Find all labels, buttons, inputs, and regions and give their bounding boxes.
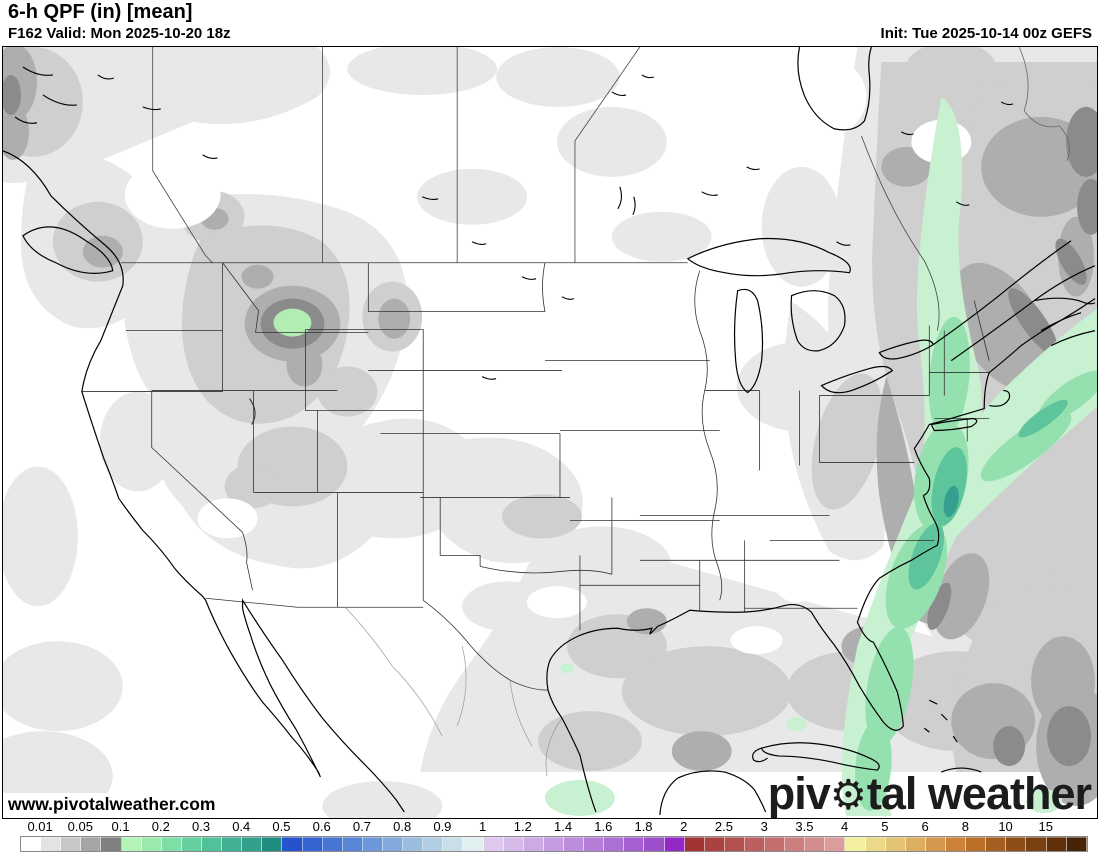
- colorbar-label: 1.6: [594, 819, 613, 834]
- init-time-label: Init: Tue 2025-10-14 00z GEFS: [880, 25, 1092, 42]
- colorbar-segment: [1026, 837, 1047, 851]
- colorbar-label: 0.1: [111, 819, 130, 834]
- colorbar-segment: [905, 837, 926, 851]
- colorbar-segment: [61, 837, 82, 851]
- colorbar-label: 0.6: [312, 819, 331, 834]
- colorbar-segment: [463, 837, 484, 851]
- colorbar-label: 8: [961, 819, 969, 834]
- colorbar-label: 0.05: [67, 819, 93, 834]
- colorbar-segment: [101, 837, 122, 851]
- colorbar-segment: [885, 837, 906, 851]
- colorbar-label: 0.01: [27, 819, 53, 834]
- logo-text-piv: piv: [767, 767, 831, 819]
- province-borders: [152, 47, 1070, 331]
- colorbar-segment: [302, 837, 323, 851]
- colorbar-segment: [845, 837, 866, 851]
- colorbar-label: 3.5: [795, 819, 814, 834]
- colorbar-label: 1.8: [634, 819, 653, 834]
- colorbar-label: 6: [921, 819, 929, 834]
- colorbar-label: 3: [760, 819, 768, 834]
- colorbar-segment: [141, 837, 162, 851]
- mexico-state-borders: [345, 607, 563, 777]
- colorbar-segment: [403, 837, 424, 851]
- precip-shading-heaviest: [3, 74, 1097, 767]
- map-svg: [3, 47, 1097, 818]
- colorbar-segment: [744, 837, 766, 851]
- colorbar-label: 0.7: [352, 819, 371, 834]
- colorbar-segment: [242, 837, 263, 851]
- colorbar-label: 10: [998, 819, 1013, 834]
- colorbar-segment: [664, 837, 685, 851]
- colorbar-segment: [805, 837, 826, 851]
- colorbar-segment: [604, 837, 625, 851]
- colorbar-segment: [925, 837, 947, 851]
- colorbar-labels: 0.01 0.05 0.1 0.2 0.3 0.4 0.5 0.6 0.7 0.8 0.9 1 1.2 1…: [0, 819, 1100, 835]
- colorbar-segment: [865, 837, 886, 851]
- colorbar-segment: [563, 837, 585, 851]
- colorbar-segment: [624, 837, 645, 851]
- valid-time-label: F162 Valid: Mon 2025-10-20 18z: [8, 25, 231, 42]
- coastlines: [3, 47, 1096, 816]
- colorbar-label: 0.9: [433, 819, 452, 834]
- colorbar-segment: [262, 837, 283, 851]
- colorbar-label: 2: [680, 819, 688, 834]
- colorbar-segment: [382, 837, 404, 851]
- colorbar-segment: [483, 837, 504, 851]
- colorbar-segment: [121, 837, 142, 851]
- colorbar-label: 0.8: [393, 819, 412, 834]
- colorbar-segment: [946, 837, 967, 851]
- colorbar-segment: [704, 837, 725, 851]
- precip-green-area: [273, 96, 1097, 817]
- colorbar-segment: [322, 837, 343, 851]
- colorbar-segment: [1066, 837, 1087, 851]
- colorbar-label: 0.4: [232, 819, 251, 834]
- colorbar-segment: [543, 837, 564, 851]
- colorbar-label: 0.2: [151, 819, 170, 834]
- colorbar-segment: [684, 837, 705, 851]
- colorbar-segment: [785, 837, 806, 851]
- logo-text-tal-weather: tal weather: [866, 767, 1092, 819]
- colorbar-segment: [443, 837, 464, 851]
- colorbar-segment: [181, 837, 202, 851]
- colorbar-label: 5: [881, 819, 889, 834]
- colorbar-segment: [21, 837, 42, 851]
- colorbar-segment: [503, 837, 524, 851]
- colorbar-label: 4: [841, 819, 849, 834]
- watermark-url: www.pivotalweather.com: [3, 793, 228, 818]
- colorbar-segment: [644, 837, 665, 851]
- state-borders: [81, 262, 990, 691]
- colorbar-segment: [584, 837, 605, 851]
- small-lakes: [97, 74, 1014, 380]
- colorbar-segment: [825, 837, 846, 851]
- colorbar-segment: [523, 837, 544, 851]
- weather-map: www.pivotalweather.com piv⚙tal weather: [2, 46, 1098, 819]
- colorbar-segment: [966, 837, 987, 851]
- colorbar-label: 2.5: [714, 819, 733, 834]
- colorbar-segment: [222, 837, 243, 851]
- pivotal-weather-logo: piv⚙tal weather: [767, 767, 1092, 819]
- header: 6-h QPF (in) [mean] F162 Valid: Mon 2025…: [0, 0, 1100, 46]
- colorbar-segment: [1006, 837, 1027, 851]
- colorbar-label: 1.4: [554, 819, 573, 834]
- page-title: 6-h QPF (in) [mean]: [8, 1, 193, 23]
- colorbar-segment: [81, 837, 102, 851]
- colorbar-label: 1.2: [513, 819, 532, 834]
- colorbar-label: 15: [1038, 819, 1053, 834]
- colorbar-segment: [765, 837, 786, 851]
- colorbar-label: 0.5: [272, 819, 291, 834]
- colorbar-segment: [282, 837, 303, 851]
- colorbar-segment: [1046, 837, 1067, 851]
- colorbar-segment: [41, 837, 62, 851]
- colorbar-segment: [362, 837, 383, 851]
- colorbar-label: 1: [478, 819, 487, 834]
- gear-icon: ⚙: [829, 770, 867, 819]
- colorbar-segment: [342, 837, 363, 851]
- colorbar-segment: [201, 837, 223, 851]
- colorbar-segment: [423, 837, 444, 851]
- colorbar-segment: [986, 837, 1007, 851]
- colorbar-label: 0.3: [191, 819, 211, 834]
- colorbar-segment: [161, 837, 182, 851]
- colorbar-segment: [724, 837, 745, 851]
